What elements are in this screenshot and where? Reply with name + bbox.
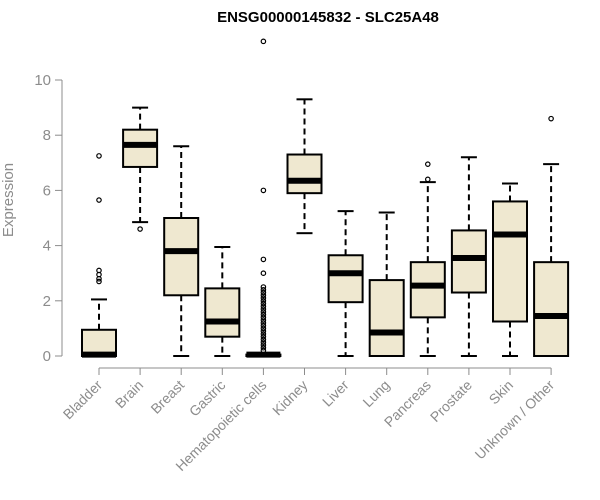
box-iqr (450, 229, 487, 294)
outlier-point (96, 153, 102, 159)
x-tick-label: Kidney (269, 377, 311, 419)
outlier-point (424, 176, 431, 183)
box-pancreas (409, 161, 446, 357)
box-iqr (533, 261, 570, 357)
box-breast (163, 145, 200, 357)
box-prostate (450, 156, 487, 357)
outlier-point (260, 187, 267, 194)
chart-title: ENSG00000145832 - SLC25A48 (217, 9, 439, 26)
outlier-point (260, 284, 267, 290)
box-iqr (368, 279, 405, 358)
x-tick-label: Breast (147, 377, 187, 417)
box-iqr (122, 128, 159, 168)
outlier-point (260, 320, 267, 326)
box-bladder (81, 153, 117, 358)
box-iqr (286, 153, 323, 195)
y-tick-label: 0 (43, 348, 51, 365)
y-tick-label: 6 (43, 182, 51, 199)
outlier-point (260, 300, 267, 307)
outlier-point (260, 256, 267, 263)
outlier-point (260, 325, 267, 332)
box-skin (492, 182, 528, 357)
outlier-point (260, 344, 267, 351)
box-brain (122, 106, 159, 232)
outlier-point (260, 336, 267, 343)
x-tick-label: Prostate (427, 377, 475, 425)
y-axis: 0 2 4 6 8 10 (34, 72, 63, 365)
x-tick-label: Lung (359, 377, 392, 410)
box-iqr (492, 200, 528, 323)
outlier-point (260, 286, 267, 293)
outlier-point (260, 347, 267, 354)
outlier-point (260, 303, 267, 310)
outlier-point (260, 306, 267, 312)
x-tick-label: Bladder (60, 377, 106, 423)
x-tick-label: Skin (486, 377, 517, 408)
y-tick-label: 4 (43, 238, 51, 255)
outlier-point (260, 309, 267, 315)
outlier-point (137, 226, 143, 232)
box-iqr (204, 287, 241, 338)
box-iqr (409, 261, 446, 319)
outlier-point (260, 38, 267, 45)
box-lung (368, 211, 405, 358)
box-liver (327, 210, 364, 357)
box-gastric (204, 245, 241, 357)
box-hematopoietic-cells (245, 38, 282, 358)
box-iqr (163, 217, 200, 297)
outlier-point (260, 311, 267, 318)
outlier-point (260, 289, 267, 296)
outlier-point (260, 292, 267, 299)
outlier-point (96, 278, 102, 285)
outlier-point (96, 197, 102, 203)
outlier-point (260, 328, 267, 334)
outlier-point (260, 270, 267, 277)
x-tick-label: Liver (319, 377, 352, 410)
outlier-point (260, 322, 267, 329)
y-tick-label: 10 (34, 72, 51, 89)
y-tick-label: 8 (43, 127, 51, 144)
box-kidney (286, 98, 323, 235)
x-tick-label: Brain (112, 377, 146, 411)
boxes (81, 38, 570, 358)
box-unknown-other (533, 115, 570, 357)
outlier-point (260, 317, 267, 323)
y-tick-label: 2 (43, 293, 51, 310)
outlier-point (424, 161, 431, 167)
outlier-point (260, 333, 267, 340)
box-iqr (327, 254, 364, 304)
outlier-point (260, 295, 267, 301)
y-axis-label: Expression (0, 163, 17, 237)
outlier-point (260, 331, 267, 337)
outlier-point (96, 275, 102, 282)
outlier-point (260, 339, 267, 346)
outlier-point (548, 115, 554, 122)
outlier-point (260, 297, 267, 304)
outlier-point (260, 342, 267, 348)
outlier-point (260, 314, 267, 321)
